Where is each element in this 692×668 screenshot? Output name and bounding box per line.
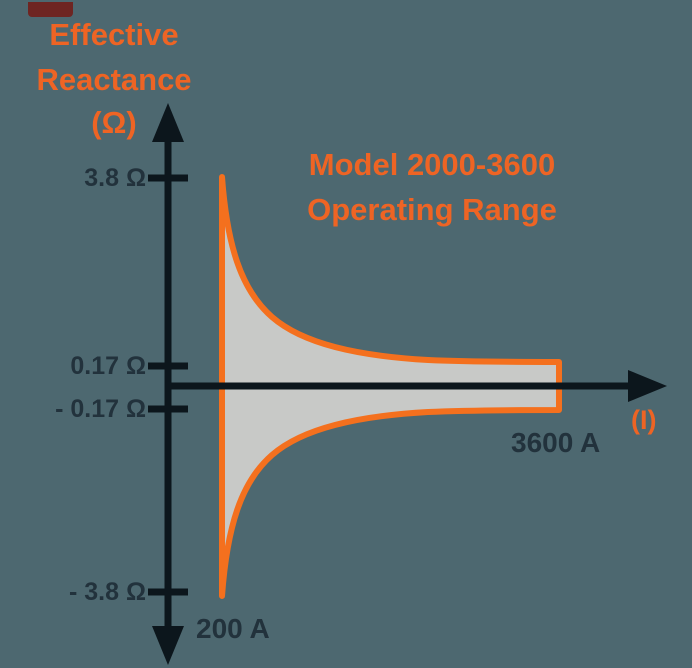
chart-title-line-2: Operating Range: [307, 192, 557, 227]
x-label-3600A: 3600 A: [511, 427, 601, 458]
x-axis-right-arrowhead: [628, 370, 667, 402]
y-axis-title-line-1: Effective: [49, 17, 179, 52]
y-tick-label-0-17: 0.17 Ω: [70, 352, 146, 380]
y-axis-title-line-2: Reactance: [36, 62, 192, 97]
x-label-200A: 200 A: [196, 613, 270, 644]
y-tick-label-neg-0-17: - 0.17 Ω: [55, 395, 146, 423]
y-axis-bottom-arrowhead: [152, 626, 184, 665]
y-tick-label-neg-3-8: - 3.8 Ω: [68, 578, 146, 606]
x-axis-symbol: (I): [631, 405, 657, 435]
y-axis-top-arrowhead: [152, 103, 184, 142]
y-tick-label-3-8: 3.8 Ω: [84, 164, 146, 192]
y-axis-title-line-3: (Ω): [91, 105, 137, 140]
chart-title-line-1: Model 2000-3600: [308, 147, 556, 182]
corner-accent-tab: [28, 2, 73, 17]
